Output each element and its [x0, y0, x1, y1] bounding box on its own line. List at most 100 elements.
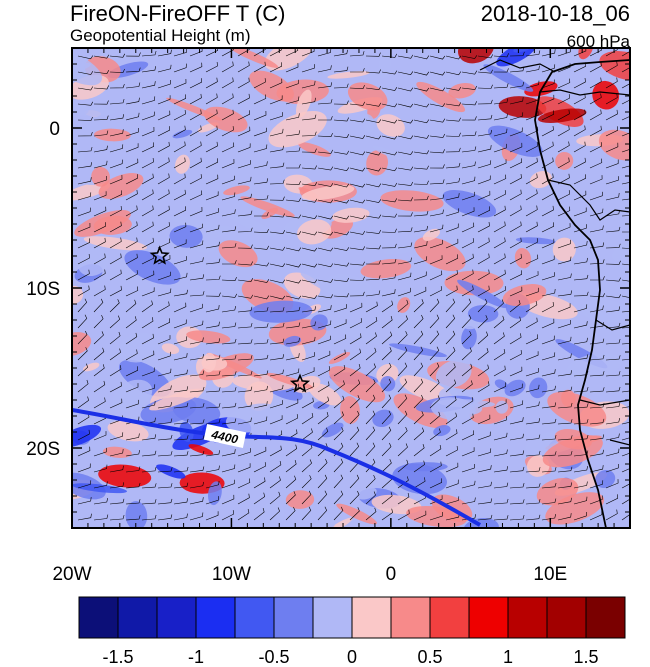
anomaly-patch: [301, 185, 355, 201]
wind-barb: [509, 286, 523, 297]
anomaly-patch: [107, 420, 149, 442]
wind-barb: [93, 100, 109, 105]
wind-barb: [445, 298, 456, 313]
wind-barb: [477, 315, 488, 329]
wind-barb: [333, 458, 344, 473]
wind-barb: [301, 64, 315, 73]
colorbar-swatch: [117, 596, 158, 639]
wind-barb: [461, 55, 478, 59]
wind-barb: [589, 434, 605, 441]
wind-barb: [173, 353, 188, 361]
wind-barb: [589, 338, 605, 345]
wind-barb: [509, 142, 523, 153]
wind-barb: [509, 81, 524, 89]
anomaly-patch: [580, 298, 630, 324]
wind-barb: [365, 52, 381, 57]
wind-barb: [445, 379, 457, 393]
wind-barb: [413, 165, 429, 170]
wind-barb: [237, 417, 252, 425]
wind-barb: [557, 336, 572, 345]
wind-barb: [173, 513, 188, 521]
wind-barb: [301, 279, 318, 284]
wind-barb: [141, 96, 156, 105]
wind-barb: [317, 278, 334, 283]
anomaly-patch: [332, 207, 370, 223]
wind-barb: [173, 94, 187, 105]
wind-barb: [477, 331, 489, 345]
wind-barb: [237, 508, 250, 521]
wind-barb: [365, 151, 382, 156]
wind-barb: [173, 289, 188, 297]
wind-barb: [93, 253, 106, 265]
wind-barb: [397, 331, 408, 345]
wind-barb: [301, 215, 318, 220]
wind-barb: [77, 363, 89, 377]
anomaly-patch: [555, 151, 574, 170]
wind-barb: [605, 61, 618, 73]
anomaly-patch: [380, 190, 444, 212]
wind-barb: [205, 109, 218, 121]
wind-barb: [301, 247, 318, 252]
wind-barb: [605, 294, 622, 299]
wind-barb: [157, 189, 170, 201]
wind-barb: [125, 205, 138, 217]
wind-barb: [525, 173, 538, 185]
wind-barb: [397, 54, 414, 59]
wind-barb: [141, 300, 153, 313]
wind-barb: [397, 242, 413, 249]
wind-barb: [109, 381, 122, 393]
wind-barb: [429, 378, 440, 393]
wind-barb: [461, 480, 476, 489]
wind-barb: [413, 444, 425, 457]
wind-barb: [557, 451, 573, 457]
wind-barb: [573, 224, 587, 233]
wind-barb: [333, 411, 344, 425]
colorbar-label: -1: [188, 647, 204, 667]
wind-barb: [397, 151, 414, 155]
wind-barb: [461, 380, 473, 393]
wind-barb: [365, 316, 378, 329]
wind-barb: [189, 419, 205, 425]
wind-barb: [333, 319, 347, 329]
wind-barb: [413, 55, 430, 60]
wind-barb: [365, 229, 382, 234]
wind-barb: [573, 109, 586, 121]
wind-barb: [509, 253, 522, 265]
wind-barb: [237, 278, 254, 283]
wind-barb: [589, 142, 602, 153]
wind-barb: [93, 206, 107, 217]
wind-barb: [381, 103, 398, 108]
wind-barb: [445, 238, 459, 249]
wind-barb: [605, 448, 620, 457]
wind-barb: [525, 351, 539, 361]
wind-barb: [461, 146, 477, 153]
wind-barb: [445, 330, 456, 345]
colorbar-swatch: [351, 596, 392, 639]
wind-barb: [93, 464, 108, 473]
wind-barb: [157, 141, 170, 153]
wind-barb: [349, 276, 365, 281]
wind-barb: [285, 231, 302, 235]
wind-barb: [173, 189, 186, 201]
wind-barb: [525, 205, 538, 217]
wind-barb: [333, 215, 350, 220]
wind-barb: [413, 362, 424, 377]
wind-barb: [189, 450, 205, 457]
anomaly-patch: [285, 490, 315, 509]
wind-barb: [237, 126, 251, 137]
wind-barb: [77, 116, 93, 121]
wind-barb: [285, 130, 301, 137]
wind-barb: [397, 509, 410, 521]
wind-barb: [285, 180, 301, 186]
wind-barb: [157, 385, 172, 393]
wind-barb: [349, 426, 360, 441]
wind-barb: [541, 498, 557, 505]
wind-barb: [269, 354, 284, 361]
wind-barb: [141, 401, 156, 409]
wind-barb: [557, 63, 571, 73]
wind-barb: [589, 371, 605, 377]
anomaly-patch: [467, 305, 499, 323]
wind-barb: [317, 116, 333, 121]
wind-barb: [333, 66, 349, 73]
wind-barb: [189, 240, 204, 249]
